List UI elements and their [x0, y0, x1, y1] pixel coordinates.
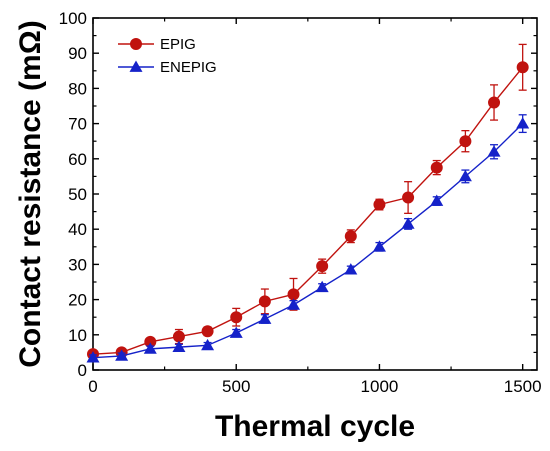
x-axis-title: Thermal cycle: [215, 410, 415, 443]
y-axis-title: Contact resistance (mΩ): [14, 20, 47, 367]
y-tick-label: 30: [68, 255, 87, 274]
data-point: [344, 263, 358, 275]
legend-marker: [129, 60, 143, 72]
series-epig: [87, 43, 529, 361]
legend-label: EPIG: [160, 36, 196, 53]
data-point: [172, 340, 186, 352]
data-point: [516, 117, 530, 129]
legend-label: ENEPIG: [160, 59, 217, 76]
data-point: [401, 217, 415, 229]
x-tick-label: 1500: [504, 377, 542, 396]
data-point: [201, 325, 214, 338]
series-line: [92, 123, 524, 359]
y-tick-label: 10: [68, 326, 87, 345]
data-point: [458, 169, 472, 182]
y-tick-label: 0: [78, 361, 87, 380]
data-point: [258, 312, 272, 324]
y-tick-label: 60: [68, 150, 87, 169]
data-point: [430, 194, 444, 206]
data-point: [287, 288, 300, 301]
y-tick-label: 80: [68, 79, 87, 98]
data-point: [516, 61, 529, 74]
series-enepig: [86, 114, 530, 363]
x-tick-label: 500: [222, 377, 250, 396]
x-tick-label: 1000: [361, 377, 399, 396]
data-point: [373, 198, 386, 211]
data-point: [258, 295, 271, 308]
data-point: [287, 298, 301, 310]
data-point: [172, 330, 185, 343]
y-tick-label: 20: [68, 291, 87, 310]
data-point: [143, 342, 157, 354]
y-tick-label: 50: [68, 185, 87, 204]
data-point: [487, 145, 501, 157]
data-point: [402, 191, 415, 204]
data-point: [430, 161, 443, 174]
data-point: [115, 349, 129, 361]
data-point: [459, 135, 472, 148]
y-tick-label: 40: [68, 220, 87, 239]
data-point: [488, 96, 501, 109]
legend-marker: [130, 38, 142, 50]
data-point: [229, 326, 243, 338]
data-point: [315, 280, 329, 293]
y-tick-label: 70: [68, 115, 87, 134]
data-point: [86, 351, 100, 363]
data-point: [344, 230, 357, 243]
data-point: [230, 311, 243, 324]
series-line: [92, 66, 524, 355]
legend: EPIG ENEPIG: [118, 36, 217, 76]
y-tick-label: 100: [59, 9, 87, 28]
x-tick-label: 0: [88, 377, 97, 396]
data-point: [201, 338, 215, 351]
data-point: [316, 260, 329, 273]
y-tick-label: 90: [68, 44, 87, 63]
data-point: [372, 240, 386, 252]
